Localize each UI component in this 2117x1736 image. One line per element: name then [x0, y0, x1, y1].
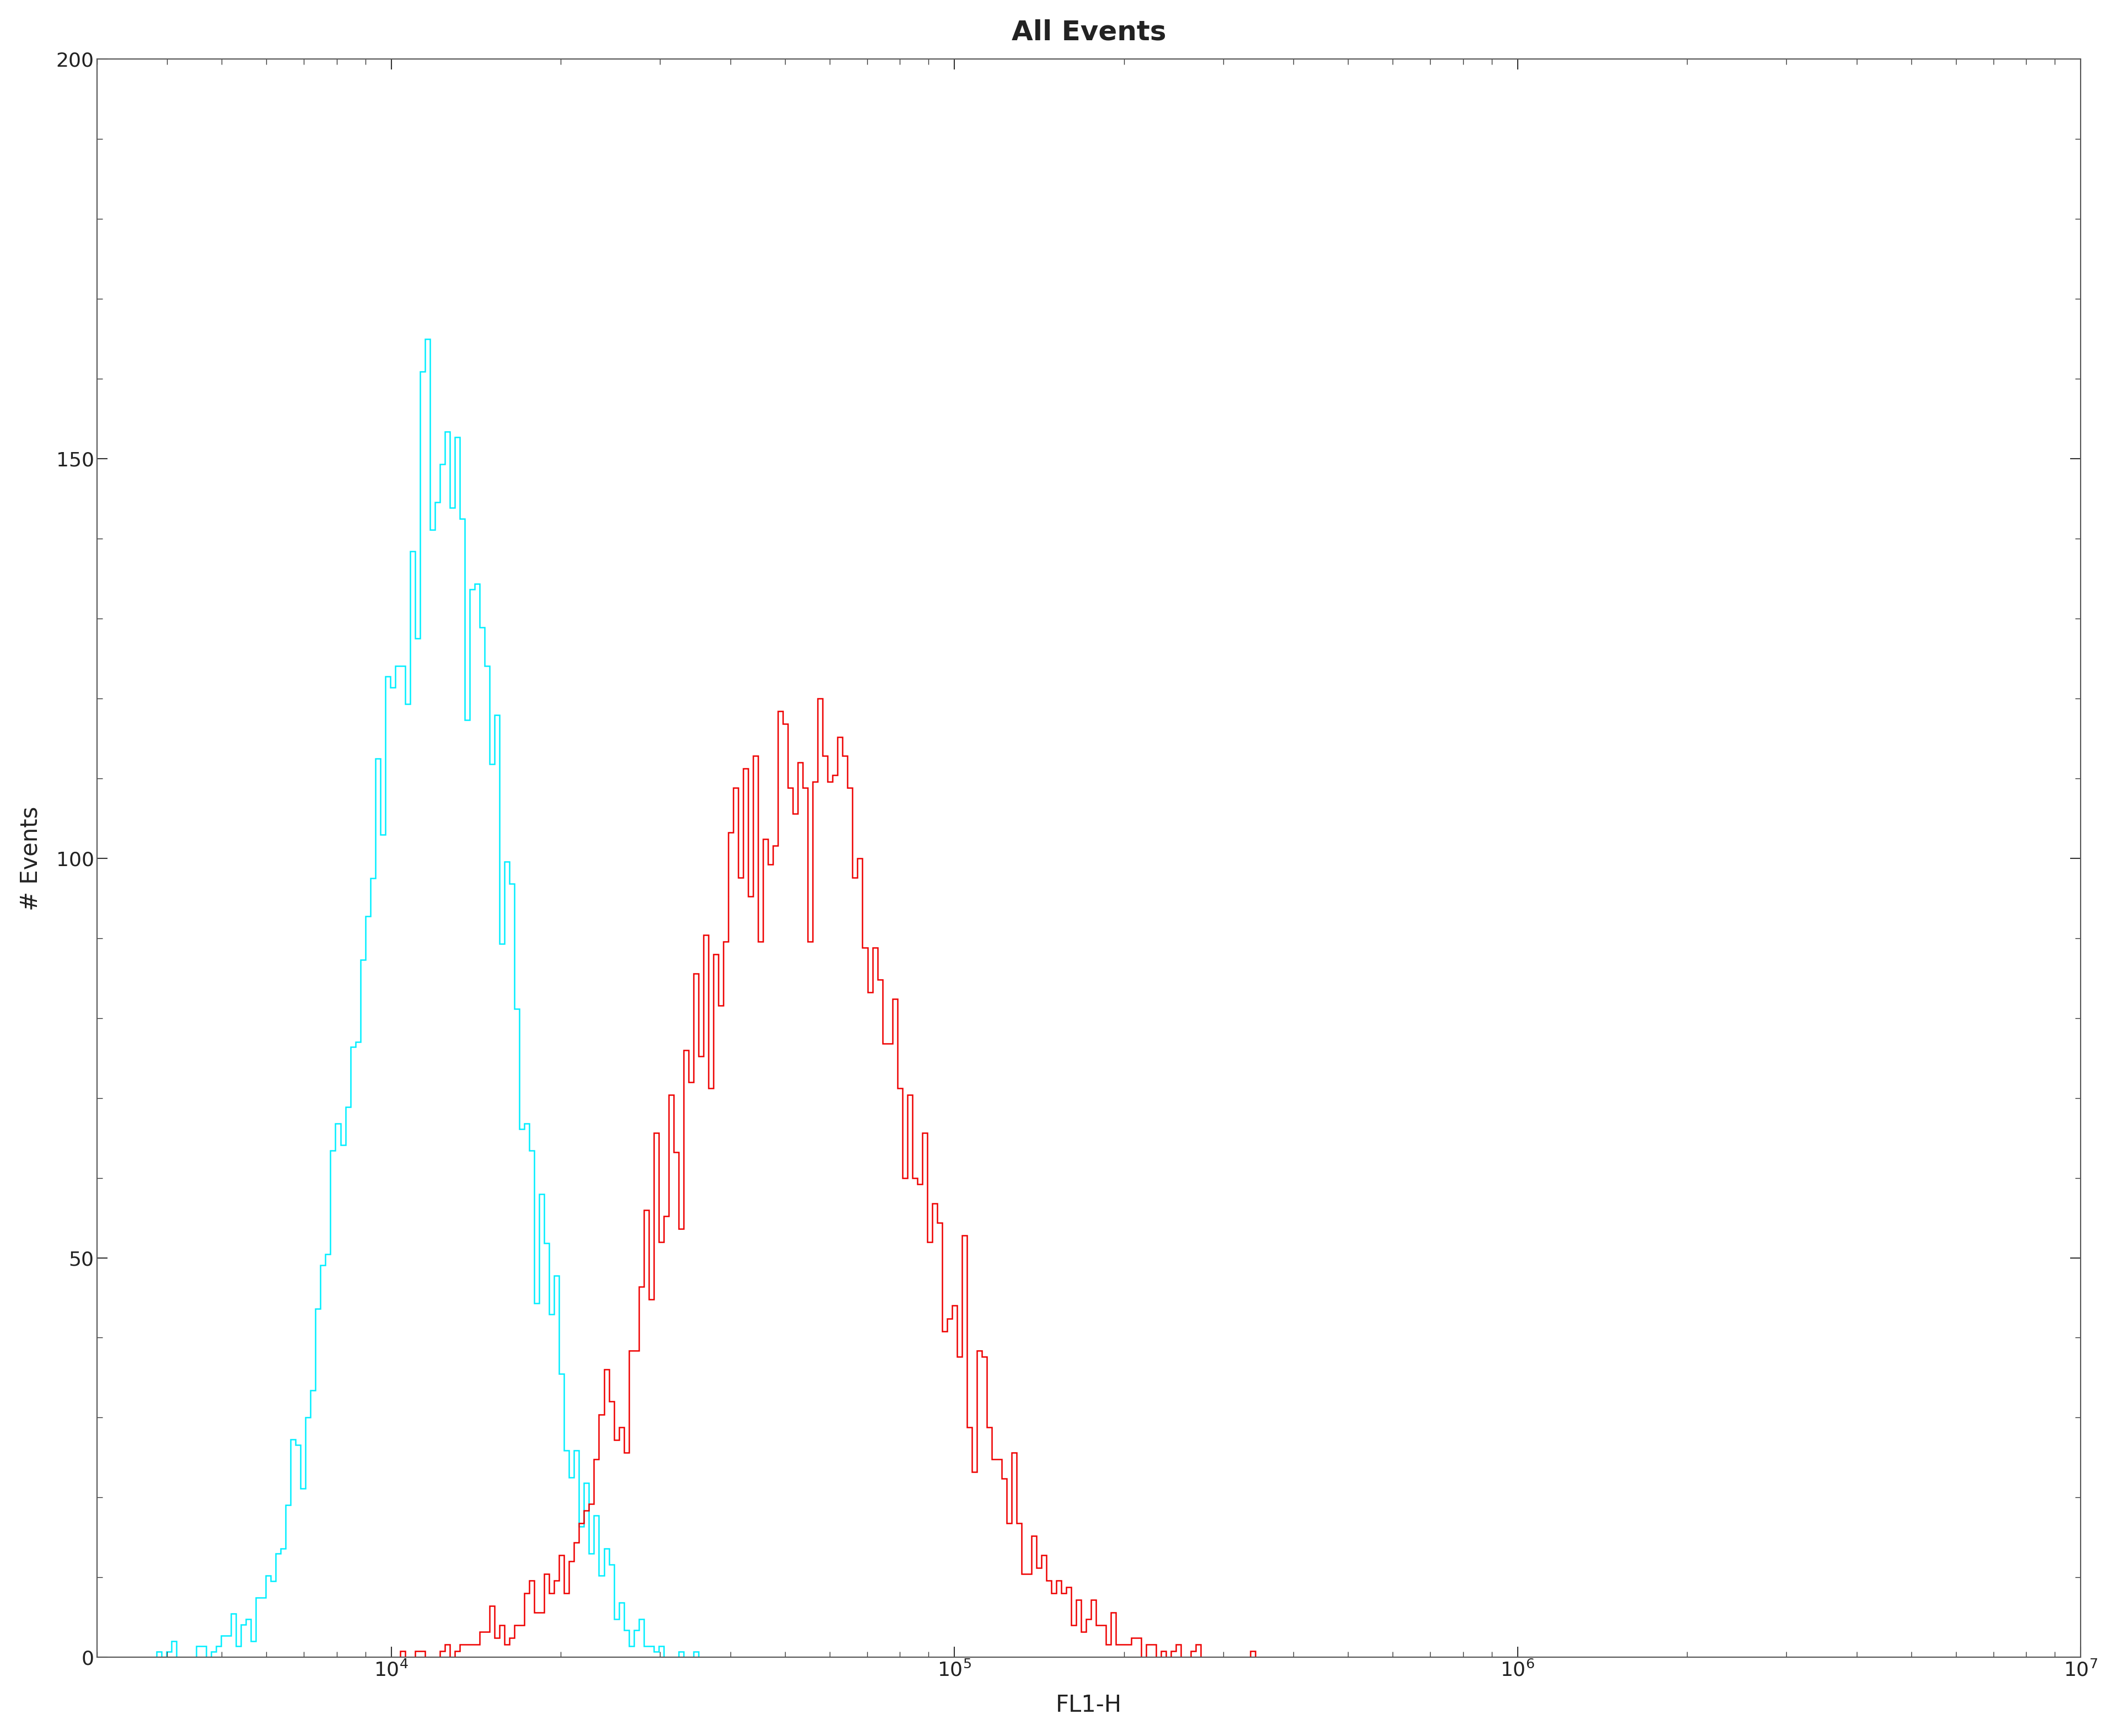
X-axis label: FL1-H: FL1-H: [1056, 1694, 1122, 1717]
Title: All Events: All Events: [1012, 19, 1166, 45]
Y-axis label: # Events: # Events: [19, 806, 42, 910]
